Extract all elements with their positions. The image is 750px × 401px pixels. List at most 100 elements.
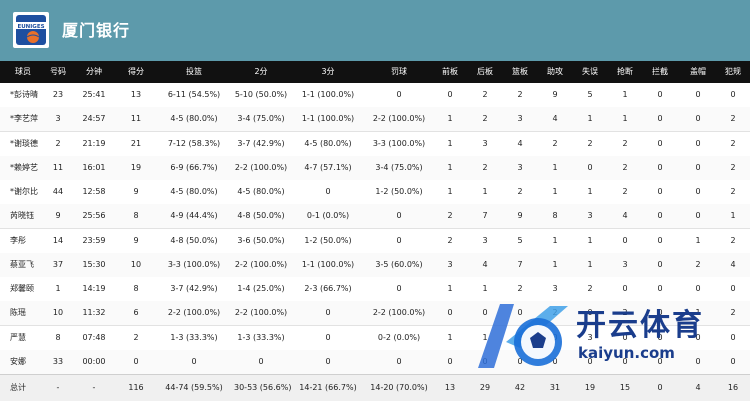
cell-col-2pt: 2-2 (100.0%) xyxy=(234,162,288,172)
cell-col-dreb: 1 xyxy=(482,284,488,293)
cell-col-blk: 0 xyxy=(695,114,701,124)
cell-col-blk: 0 xyxy=(695,162,701,172)
cell-col-points: 21 xyxy=(130,138,142,148)
cell-col-pf: 2 xyxy=(730,162,736,172)
cell-col-blk: 0 xyxy=(695,356,701,366)
cell-col-pf: 2 xyxy=(730,235,736,245)
cell-col-player[interactable]: *赖婷艺 xyxy=(10,162,38,172)
total-col-reb: 42 xyxy=(514,383,526,392)
header-col-tov: 失误 xyxy=(582,67,598,76)
cell-col-stl: 3 xyxy=(622,259,628,269)
total-col-blk: 4 xyxy=(695,383,701,392)
cell-col-dreb: 7 xyxy=(482,211,488,221)
cell-col-player[interactable]: *彭诗晴 xyxy=(10,90,38,99)
cell-col-3pt: 0-1 (0.0%) xyxy=(306,211,350,221)
cell-col-3pt: 0 xyxy=(325,332,331,342)
cell-col-tov: 1 xyxy=(587,235,593,245)
header-col-oreb: 前板 xyxy=(442,67,458,76)
cell-col-dreb: 1 xyxy=(482,187,488,196)
kaiyun-watermark: 开云体育 kaiyun.com xyxy=(470,298,750,378)
cell-col-pf: 2 xyxy=(730,114,736,124)
cell-col-number: 23 xyxy=(52,90,64,99)
cell-col-fg: 7-12 (58.3%) xyxy=(167,138,221,148)
cell-col-ft: 0 xyxy=(396,235,402,245)
cell-col-stl: 0 xyxy=(622,356,628,366)
cell-col-blkd: 0 xyxy=(657,235,663,245)
cell-col-2pt: 5-10 (50.0%) xyxy=(234,90,288,99)
cell-col-2pt: 0 xyxy=(258,356,264,366)
cell-col-player[interactable]: 芮晓钰 xyxy=(10,211,34,221)
cell-col-oreb: 1 xyxy=(447,114,453,124)
cell-col-points: 0 xyxy=(133,356,139,366)
cell-col-tov: 3 xyxy=(587,211,593,221)
cell-col-reb: 2 xyxy=(517,187,523,196)
cell-col-player[interactable]: 郑馨颐 xyxy=(10,284,34,293)
cell-col-blk: 1 xyxy=(695,308,701,318)
cell-col-ast: 1 xyxy=(552,162,558,172)
cell-col-2pt: 4-5 (80.0%) xyxy=(237,187,285,196)
cell-col-fg: 4-5 (80.0%) xyxy=(170,114,218,124)
cell-col-player[interactable]: 严慧 xyxy=(10,332,26,342)
cell-col-blkd: 0 xyxy=(657,114,663,124)
cell-col-player[interactable]: *谢琰德 xyxy=(10,138,38,148)
cell-col-reb: 9 xyxy=(517,211,523,221)
header-col-blk: 盖帽 xyxy=(690,67,706,76)
team-logo: EUNIGES xyxy=(13,12,49,48)
header-col-player: 球员 xyxy=(15,67,31,76)
cell-col-ft: 0 xyxy=(396,90,402,99)
cell-col-stl: 1 xyxy=(622,90,628,99)
cell-col-oreb: 3 xyxy=(447,259,453,269)
cell-col-player[interactable]: 蔡亚飞 xyxy=(10,259,34,269)
cell-col-reb: 5 xyxy=(517,235,523,245)
cell-col-fg: 1-3 (33.3%) xyxy=(170,332,218,342)
cell-col-blkd: 0 xyxy=(657,90,663,99)
cell-col-points: 9 xyxy=(133,235,139,245)
cell-col-ast: 3 xyxy=(552,284,558,293)
cell-col-3pt: 4-7 (57.1%) xyxy=(304,162,352,172)
cell-col-fg: 3-7 (42.9%) xyxy=(170,284,218,293)
cell-col-oreb: 0 xyxy=(447,90,453,99)
cell-col-2pt: 3-4 (75.0%) xyxy=(237,114,285,124)
cell-col-oreb: 0 xyxy=(447,308,453,318)
cell-col-pf: 0 xyxy=(730,90,736,99)
team-header: EUNIGES 厦门银行 xyxy=(0,0,750,61)
cell-col-points: 13 xyxy=(130,90,142,99)
total-col-dreb: 29 xyxy=(479,383,491,392)
cell-col-stl: 2 xyxy=(622,162,628,172)
table-row: *谢尔比 44 12:58 9 4-5 (80.0%) 4-5 (80.0%) 0 1-2 (… xyxy=(0,180,750,205)
cell-col-2pt: 2-2 (100.0%) xyxy=(234,308,288,318)
cell-col-ft: 3-5 (60.0%) xyxy=(375,259,423,269)
cell-col-fg: 4-8 (50.0%) xyxy=(170,235,218,245)
cell-col-3pt: 2-3 (66.7%) xyxy=(304,284,352,293)
cell-col-3pt: 1-2 (50.0%) xyxy=(304,235,352,245)
cell-col-tov: 1 xyxy=(587,259,593,269)
cell-col-fg: 4-5 (80.0%) xyxy=(170,187,218,196)
cell-col-ft: 1-2 (50.0%) xyxy=(375,187,423,196)
cell-col-minutes: 21:19 xyxy=(82,138,106,148)
cell-col-dreb: 1 xyxy=(482,332,488,342)
cell-col-player[interactable]: 安娜 xyxy=(10,356,26,366)
cell-col-player[interactable]: 陈瑶 xyxy=(10,308,26,318)
cell-col-3pt: 4-5 (80.0%) xyxy=(304,138,352,148)
total-col-points: 116 xyxy=(128,383,144,392)
cell-col-blk: 0 xyxy=(695,211,701,221)
cell-col-player[interactable]: *谢尔比 xyxy=(10,187,38,196)
cell-col-oreb: 1 xyxy=(447,162,453,172)
cell-col-player[interactable]: *李艺萍 xyxy=(10,114,38,124)
cell-col-minutes: 23:59 xyxy=(82,235,106,245)
cell-col-3pt: 1-1 (100.0%) xyxy=(301,90,355,99)
cell-col-3pt: 0 xyxy=(325,187,331,196)
cell-col-blk: 0 xyxy=(695,332,701,342)
cell-col-reb: 0 xyxy=(517,356,523,366)
cell-col-stl: 2 xyxy=(622,187,628,196)
cell-col-player[interactable]: 李彤 xyxy=(10,235,26,245)
table-row: 李彤 14 23:59 9 4-8 (50.0%) 3-6 (50.0%) 1-2 (50.… xyxy=(0,228,750,254)
cell-col-blkd: 0 xyxy=(657,187,663,196)
header-col-ft: 罚球 xyxy=(391,67,407,76)
watermark-brand: 开云体育 xyxy=(576,308,704,343)
cell-col-pf: 2 xyxy=(730,308,736,318)
total-col-player: 总计 xyxy=(10,383,26,392)
cell-col-blk: 0 xyxy=(695,90,701,99)
cell-col-blk: 2 xyxy=(695,259,701,269)
cell-col-ft: 3-4 (75.0%) xyxy=(375,162,423,172)
